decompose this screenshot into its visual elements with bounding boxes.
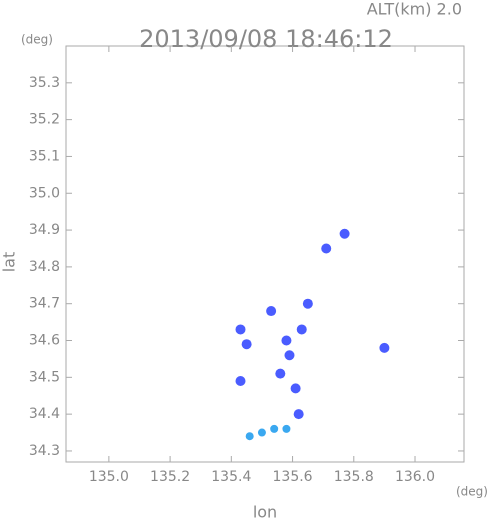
echo-point: [275, 368, 286, 379]
x-axis-label: lon: [253, 503, 277, 521]
subtitle: ALT(km) 2.0: [367, 0, 462, 19]
echo-point: [302, 298, 313, 309]
y-tick-label: 35.3: [29, 75, 60, 91]
y-unit: (deg): [21, 33, 53, 47]
echo-point: [270, 424, 279, 433]
y-tick-label: 35.2: [29, 112, 60, 128]
echo-point: [379, 342, 390, 353]
x-tick-label: 135.0: [89, 469, 129, 485]
echo-point: [266, 306, 277, 317]
echo-point: [257, 428, 266, 437]
echo-point: [281, 335, 292, 346]
chart-title: 2013/09/08 18:46:12: [139, 25, 393, 53]
echo-point: [282, 424, 291, 433]
y-tick-label: 34.9: [29, 222, 60, 238]
y-tick-label: 34.5: [29, 369, 60, 385]
echo-point: [296, 324, 307, 335]
x-tick-label: 136.0: [395, 469, 435, 485]
echo-point: [235, 376, 246, 387]
y-tick-label: 34.4: [29, 406, 60, 422]
y-tick-label: 34.8: [29, 259, 60, 275]
echo-point: [284, 350, 295, 361]
echo-point: [245, 432, 254, 441]
echo-point: [241, 339, 252, 350]
y-tick-label: 34.6: [29, 333, 60, 349]
echo-point: [321, 243, 332, 254]
y-axis-label: lat: [0, 252, 19, 273]
y-tick-label: 34.7: [29, 296, 60, 312]
echo-point: [290, 383, 301, 394]
y-tick-label: 35.0: [29, 185, 60, 201]
y-tick-label: 35.1: [29, 148, 60, 164]
x-unit: (deg): [456, 485, 488, 499]
x-tick-label: 135.2: [150, 469, 190, 485]
plot-frame: [65, 45, 465, 463]
x-tick-label: 135.4: [211, 469, 251, 485]
echo-point: [339, 228, 350, 239]
y-tick-label: 34.3: [29, 443, 60, 459]
x-tick-label: 135.8: [334, 469, 374, 485]
echo-point: [235, 324, 246, 335]
echo-point: [293, 409, 304, 420]
x-tick-label: 135.6: [273, 469, 313, 485]
